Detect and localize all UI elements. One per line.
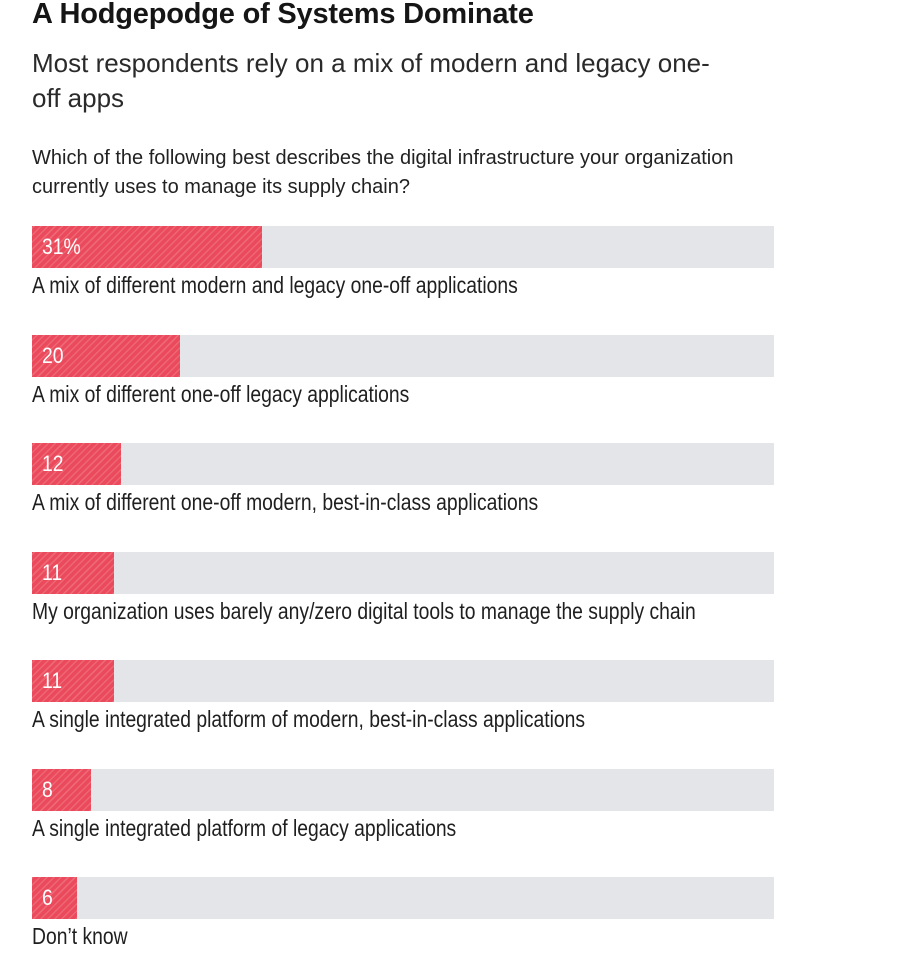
bar-track: 20 xyxy=(32,334,774,377)
bar-row: 31% A mix of different modern and legacy … xyxy=(32,226,774,306)
bar-row: 11 A single integrated platform of modern… xyxy=(32,660,774,740)
bar-row: 12 A mix of different one-off modern, bes… xyxy=(32,443,774,523)
bar xyxy=(32,660,114,702)
bar-row: 8 A single integrated platform of legacy … xyxy=(32,768,774,849)
bar xyxy=(32,551,114,594)
bar-value-label: 6 xyxy=(42,885,53,910)
bar-category-label: A mix of different modern and legacy one… xyxy=(32,272,518,298)
bar-value-label: 31% xyxy=(42,234,81,259)
bar-track: 6 xyxy=(32,877,774,919)
chart-title: A Hodgepodge of Systems Dominate xyxy=(32,0,534,30)
bar-track: 11 xyxy=(32,660,774,702)
bar-value-label: 11 xyxy=(42,668,63,693)
bar-category-label: My organization uses barely any/zero dig… xyxy=(32,597,696,624)
bar-category-label: A single integrated platform of legacy a… xyxy=(32,814,457,841)
bar xyxy=(32,877,77,919)
bar-value-label: 11 xyxy=(42,559,63,585)
bar xyxy=(32,443,121,485)
bar-track: 31% xyxy=(32,226,774,268)
bar-value-label: 20 xyxy=(42,342,64,368)
bar xyxy=(32,768,91,811)
bar xyxy=(32,226,262,268)
bar-value-label: 8 xyxy=(42,776,53,802)
bar xyxy=(32,334,180,377)
bar-value-label: 12 xyxy=(42,451,64,476)
survey-question: Which of the following best describes th… xyxy=(32,147,734,198)
bar-track: 8 xyxy=(32,768,774,811)
bar-track: 12 xyxy=(32,443,774,485)
bar-category-label: A single integrated platform of modern, … xyxy=(32,706,586,732)
chart-subtitle: Most respondents rely on a mix of modern… xyxy=(32,48,710,113)
bar-category-label: A mix of different one-off modern, best-… xyxy=(32,489,539,515)
bar-category-label: A mix of different one-off legacy applic… xyxy=(32,380,410,407)
bar-row: 20 A mix of different one-off legacy appl… xyxy=(32,334,774,415)
bar-track: 11 xyxy=(32,551,774,594)
bar-row: 6 Don’t know xyxy=(32,877,774,957)
bar-row: 11 My organization uses barely any/zero d… xyxy=(32,551,774,632)
bar-category-label: Don’t know xyxy=(32,923,128,949)
